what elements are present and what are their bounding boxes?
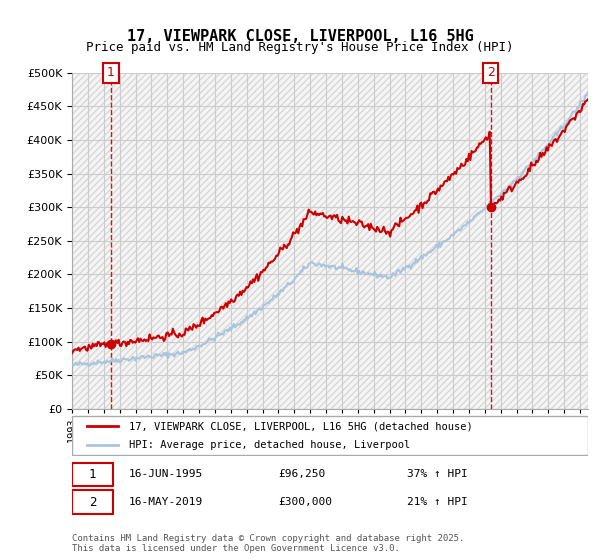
Text: 17, VIEWPARK CLOSE, LIVERPOOL, L16 5HG (detached house): 17, VIEWPARK CLOSE, LIVERPOOL, L16 5HG (… (129, 421, 473, 431)
Text: 1: 1 (107, 66, 115, 80)
Text: 1: 1 (89, 468, 97, 481)
Text: 37% ↑ HPI: 37% ↑ HPI (407, 469, 468, 479)
FancyBboxPatch shape (0, 0, 600, 510)
FancyBboxPatch shape (72, 416, 588, 455)
Text: Contains HM Land Registry data © Crown copyright and database right 2025.
This d: Contains HM Land Registry data © Crown c… (72, 534, 464, 553)
Text: £300,000: £300,000 (278, 497, 332, 507)
Text: 21% ↑ HPI: 21% ↑ HPI (407, 497, 468, 507)
Text: 17, VIEWPARK CLOSE, LIVERPOOL, L16 5HG: 17, VIEWPARK CLOSE, LIVERPOOL, L16 5HG (127, 29, 473, 44)
Text: 2: 2 (89, 496, 97, 508)
FancyBboxPatch shape (72, 491, 113, 514)
FancyBboxPatch shape (72, 463, 113, 486)
Text: £96,250: £96,250 (278, 469, 326, 479)
Text: 2: 2 (487, 66, 494, 80)
Text: 16-JUN-1995: 16-JUN-1995 (129, 469, 203, 479)
Text: HPI: Average price, detached house, Liverpool: HPI: Average price, detached house, Live… (129, 440, 410, 450)
Text: 16-MAY-2019: 16-MAY-2019 (129, 497, 203, 507)
Text: Price paid vs. HM Land Registry's House Price Index (HPI): Price paid vs. HM Land Registry's House … (86, 41, 514, 54)
